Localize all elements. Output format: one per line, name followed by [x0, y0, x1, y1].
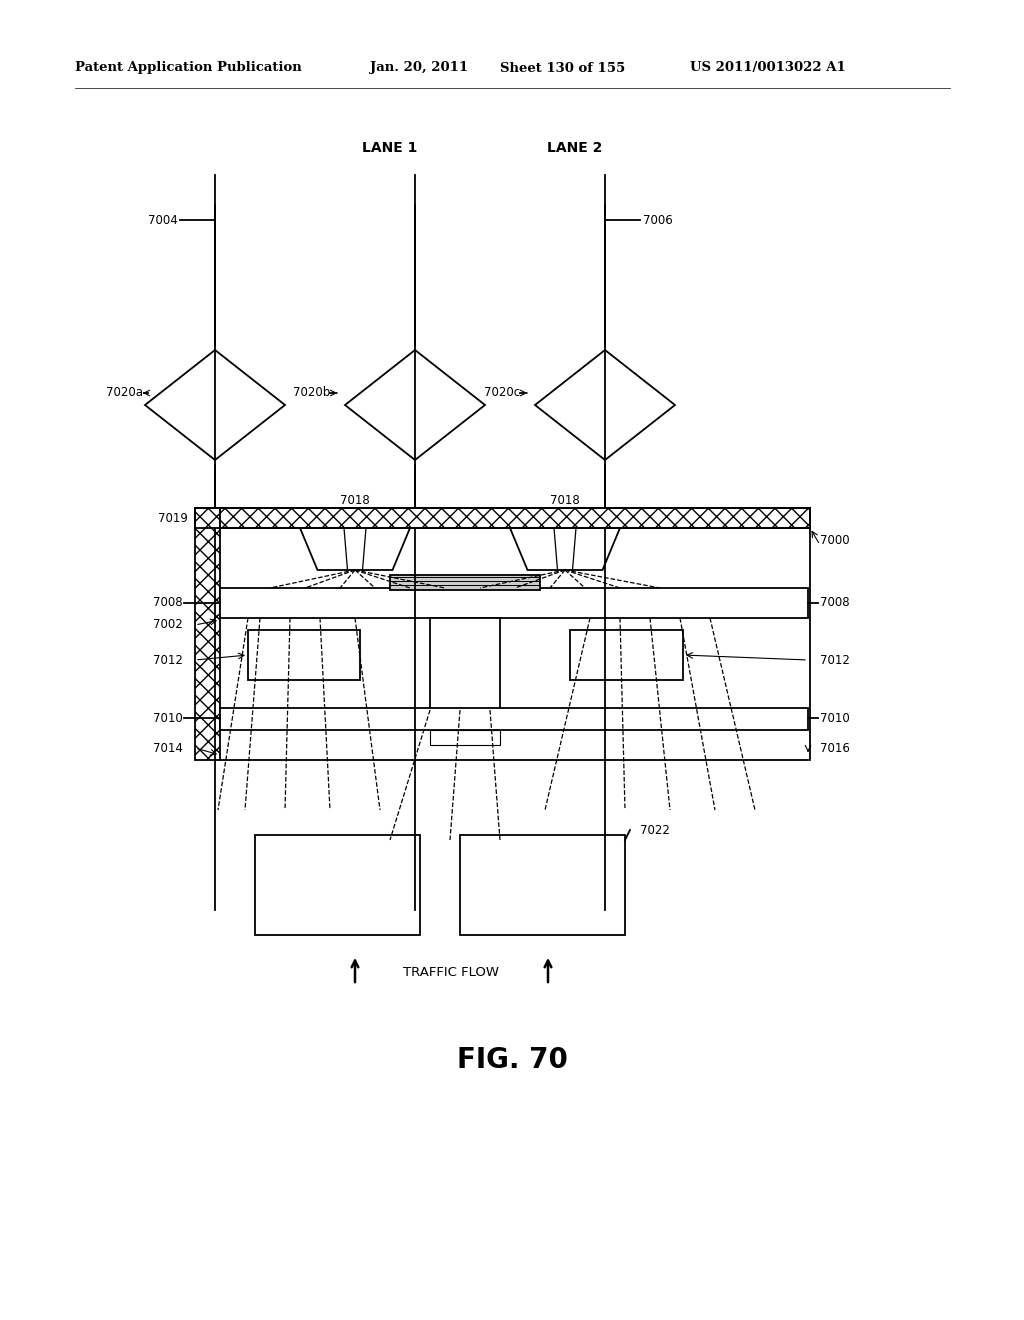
- Text: 7020b: 7020b: [293, 387, 330, 400]
- Text: 7020c: 7020c: [484, 387, 520, 400]
- Bar: [430, 730, 500, 744]
- Bar: [220, 587, 808, 618]
- Text: 7010: 7010: [154, 711, 183, 725]
- Bar: [570, 630, 683, 680]
- Text: 7018: 7018: [550, 494, 580, 507]
- Text: 7018: 7018: [340, 494, 370, 507]
- Bar: [220, 508, 810, 528]
- Text: US 2011/0013022 A1: US 2011/0013022 A1: [690, 62, 846, 74]
- Text: 7020a: 7020a: [106, 387, 143, 400]
- Text: FIG. 70: FIG. 70: [457, 1045, 567, 1074]
- Bar: [195, 508, 220, 760]
- Text: LANE 2: LANE 2: [547, 141, 603, 154]
- Text: 7022: 7022: [640, 824, 670, 837]
- Text: 7014: 7014: [154, 742, 183, 755]
- Bar: [220, 708, 808, 730]
- Bar: [430, 618, 500, 710]
- Bar: [248, 630, 360, 680]
- Text: 7016: 7016: [820, 742, 850, 755]
- Text: 7008: 7008: [154, 597, 183, 610]
- Text: 7008: 7008: [820, 597, 850, 610]
- Bar: [390, 576, 540, 590]
- Text: 7000: 7000: [820, 533, 850, 546]
- Text: 7006: 7006: [643, 214, 673, 227]
- Bar: [255, 836, 420, 935]
- Text: Jan. 20, 2011: Jan. 20, 2011: [370, 62, 468, 74]
- Text: 7019: 7019: [158, 511, 188, 524]
- Text: 7012: 7012: [154, 653, 183, 667]
- Bar: [460, 836, 625, 935]
- Text: TRAFFIC FLOW: TRAFFIC FLOW: [403, 965, 499, 978]
- Text: 7002: 7002: [154, 619, 183, 631]
- Text: Patent Application Publication: Patent Application Publication: [75, 62, 302, 74]
- Text: Sheet 130 of 155: Sheet 130 of 155: [500, 62, 626, 74]
- Text: 7010: 7010: [820, 711, 850, 725]
- Text: 7004: 7004: [148, 214, 178, 227]
- Text: LANE 1: LANE 1: [362, 141, 418, 154]
- Text: 7012: 7012: [820, 653, 850, 667]
